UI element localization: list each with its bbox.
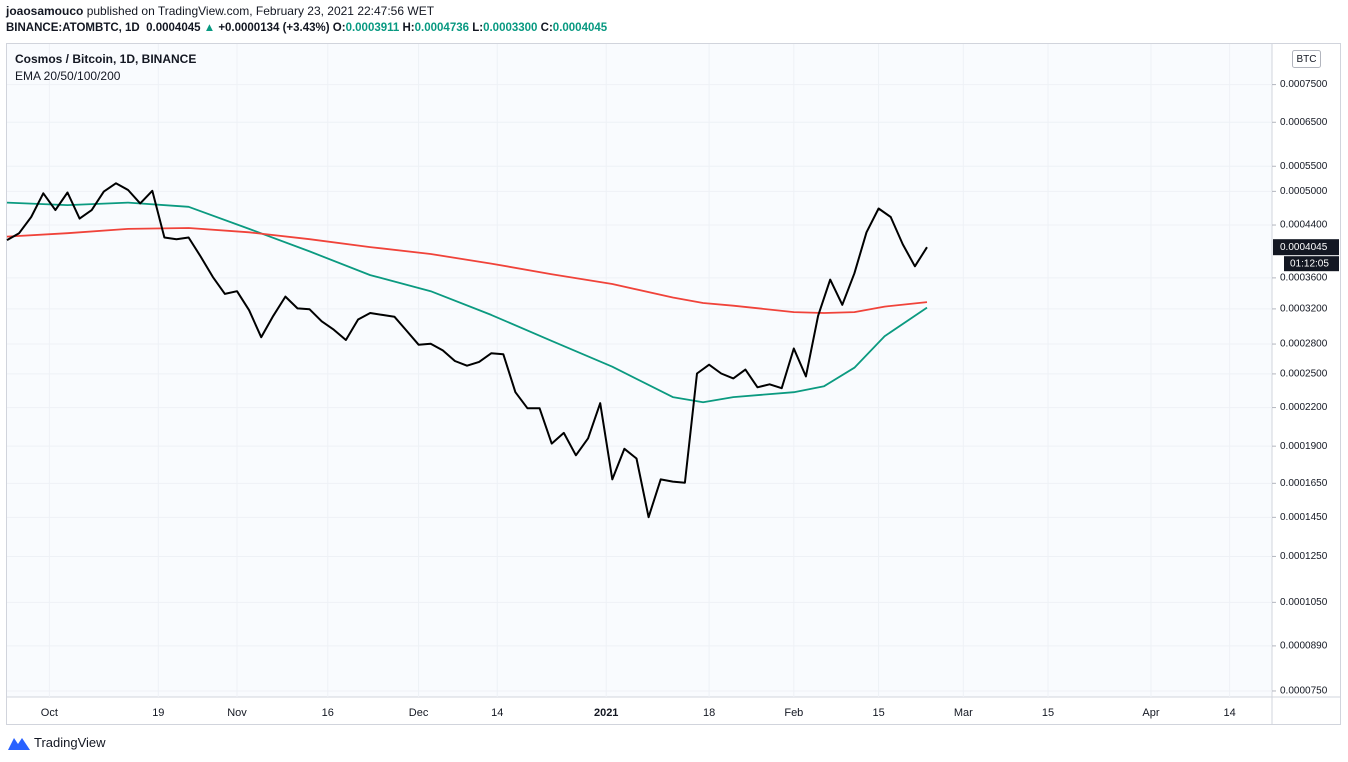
time-axis bbox=[7, 697, 1272, 724]
x-tick-label: 15 bbox=[1042, 707, 1054, 719]
series bbox=[6, 182, 928, 519]
y-tick-label: 0.0005500 bbox=[1280, 161, 1328, 172]
symbol: BINANCE:ATOMBTC, 1D bbox=[6, 22, 140, 34]
x-tick-label: 14 bbox=[491, 707, 503, 719]
currency-box[interactable] bbox=[1292, 50, 1321, 68]
published: published on TradingView.com, February 2… bbox=[86, 4, 435, 18]
grid bbox=[7, 44, 1272, 697]
x-tick-label: Feb bbox=[784, 707, 803, 719]
last-price-box bbox=[1273, 239, 1339, 256]
quote-line: BINANCE:ATOMBTC, 1D 0.0004045 ▲ +0.00001… bbox=[6, 20, 607, 37]
y-tick-label: 0.0001250 bbox=[1280, 551, 1328, 562]
y-tick-label: 0.0000890 bbox=[1280, 641, 1328, 652]
x-tick-label: Oct bbox=[41, 707, 58, 719]
y-tick-label: 0.0007500 bbox=[1280, 79, 1328, 90]
x-tick-label: 16 bbox=[322, 707, 334, 719]
y-tick-label: 0.0002200 bbox=[1280, 402, 1328, 413]
high-label: H: bbox=[402, 22, 415, 34]
series-line bbox=[6, 182, 928, 519]
author: joaosamouco bbox=[6, 4, 84, 18]
logo bbox=[8, 738, 30, 750]
x-tick-label: Nov bbox=[227, 707, 247, 719]
change: +0.0000134 (+3.43%) bbox=[218, 22, 330, 34]
low-label: L: bbox=[472, 22, 484, 34]
chart-title: Cosmos / Bitcoin, 1D, BINANCE bbox=[15, 52, 196, 66]
y-tick-label: 0.0000750 bbox=[1280, 686, 1328, 697]
low: 0.0003300 bbox=[483, 22, 538, 34]
x-tick-label: Mar bbox=[954, 707, 973, 719]
price-axis bbox=[1272, 44, 1340, 724]
open-label: O: bbox=[332, 22, 346, 34]
x-tick-label: 2021 bbox=[594, 707, 618, 719]
x-tick-label: Apr bbox=[1142, 707, 1159, 719]
x-tick-label: 18 bbox=[703, 707, 715, 719]
x-tick-label: 19 bbox=[152, 707, 164, 719]
last: 0.0004045 bbox=[146, 22, 201, 34]
pane bbox=[6, 43, 1341, 725]
chart-subtitle: EMA 20/50/100/200 bbox=[15, 69, 121, 83]
series-line bbox=[6, 227, 928, 314]
x-tick-label: Dec bbox=[409, 707, 429, 719]
y-tick-label: 0.0006500 bbox=[1280, 117, 1328, 128]
series-line bbox=[6, 201, 928, 404]
last-price: 0.0004045 bbox=[1280, 242, 1328, 253]
countdown: 01:12:05 bbox=[1290, 258, 1329, 269]
y-tick-label: 0.0001650 bbox=[1280, 478, 1328, 489]
y-tick-label: 0.0003600 bbox=[1280, 273, 1328, 284]
x-tick-label: 14 bbox=[1224, 707, 1236, 719]
countdown-box bbox=[1284, 256, 1339, 272]
y-tick-label: 0.0001050 bbox=[1280, 597, 1328, 608]
y-tick-label: 0.0004400 bbox=[1280, 220, 1328, 231]
close-label: C: bbox=[540, 22, 553, 34]
publish-line: joaosamouco published on TradingView.com… bbox=[6, 3, 607, 20]
y-tick-label: 0.0003200 bbox=[1280, 304, 1328, 315]
header: joaosamouco published on TradingView.com… bbox=[6, 3, 607, 37]
high: 0.0004736 bbox=[414, 22, 470, 34]
footer: TradingView bbox=[34, 735, 106, 750]
y-tick-label: 0.0001900 bbox=[1280, 441, 1328, 452]
brand: TradingView bbox=[34, 735, 106, 750]
y-tick-label: 0.0002800 bbox=[1280, 339, 1328, 350]
y-tick-label: 0.0002500 bbox=[1280, 369, 1328, 380]
arrow: ▲ bbox=[203, 22, 216, 34]
x-tick-label: 15 bbox=[872, 707, 884, 719]
y-tick-label: 0.0001450 bbox=[1280, 512, 1328, 523]
open: 0.0003911 bbox=[345, 22, 400, 34]
currency[interactable]: BTC bbox=[1297, 54, 1317, 65]
y-tick-label: 0.0005000 bbox=[1280, 186, 1328, 197]
close: 0.0004045 bbox=[552, 22, 608, 34]
